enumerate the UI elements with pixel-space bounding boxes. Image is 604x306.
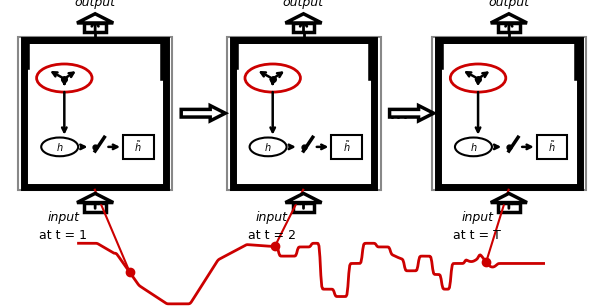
Bar bbox=[292, 23, 314, 32]
FancyArrow shape bbox=[181, 106, 225, 121]
Text: at t = 2: at t = 2 bbox=[248, 229, 296, 242]
Polygon shape bbox=[77, 193, 114, 203]
Circle shape bbox=[455, 137, 492, 156]
Text: $h$: $h$ bbox=[265, 141, 272, 153]
Polygon shape bbox=[285, 193, 321, 203]
Bar bbox=[123, 135, 153, 159]
Bar bbox=[432, 37, 586, 190]
Bar bbox=[498, 203, 519, 212]
Text: at t = 1: at t = 1 bbox=[39, 229, 88, 242]
Text: $\tilde{h}$: $\tilde{h}$ bbox=[135, 140, 142, 154]
Bar bbox=[292, 203, 314, 212]
Bar bbox=[498, 23, 519, 32]
Circle shape bbox=[41, 137, 78, 156]
Text: output: output bbox=[74, 0, 115, 9]
Text: $h$: $h$ bbox=[470, 141, 477, 153]
Text: at t = T: at t = T bbox=[453, 229, 501, 242]
Text: $h$: $h$ bbox=[56, 141, 63, 153]
Bar bbox=[85, 203, 106, 212]
Polygon shape bbox=[77, 14, 114, 23]
Text: input: input bbox=[48, 211, 79, 224]
Bar bbox=[536, 135, 567, 159]
Bar bbox=[498, 23, 519, 32]
Bar bbox=[331, 135, 362, 159]
Bar bbox=[24, 40, 166, 187]
Text: ...: ... bbox=[388, 103, 409, 123]
Text: $\tilde{h}$: $\tilde{h}$ bbox=[343, 140, 350, 154]
Text: $\tilde{h}$: $\tilde{h}$ bbox=[548, 140, 556, 154]
Bar bbox=[18, 37, 172, 190]
Bar bbox=[85, 203, 106, 212]
FancyArrow shape bbox=[390, 106, 434, 121]
Polygon shape bbox=[285, 14, 321, 23]
Bar bbox=[85, 23, 106, 32]
Polygon shape bbox=[490, 193, 527, 203]
Bar bbox=[85, 23, 106, 32]
Bar bbox=[292, 203, 314, 212]
Text: input: input bbox=[461, 211, 493, 224]
Text: input: input bbox=[256, 211, 288, 224]
Circle shape bbox=[249, 137, 286, 156]
Bar bbox=[233, 40, 374, 187]
Bar bbox=[292, 23, 314, 32]
Polygon shape bbox=[490, 14, 527, 23]
Bar bbox=[226, 37, 381, 190]
Text: output: output bbox=[283, 0, 324, 9]
Bar bbox=[498, 203, 519, 212]
Bar bbox=[438, 40, 580, 187]
Text: output: output bbox=[488, 0, 529, 9]
